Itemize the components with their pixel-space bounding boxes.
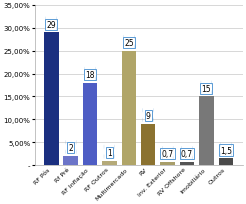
Text: 25: 25 bbox=[124, 39, 134, 48]
Text: 18: 18 bbox=[85, 71, 95, 80]
Bar bbox=[102, 161, 117, 165]
Bar bbox=[199, 97, 214, 165]
Text: 2: 2 bbox=[68, 144, 73, 153]
Bar bbox=[180, 162, 194, 165]
Bar bbox=[141, 124, 155, 165]
Text: 1: 1 bbox=[107, 148, 112, 157]
Text: 15: 15 bbox=[201, 84, 211, 93]
Bar bbox=[63, 156, 78, 165]
Bar bbox=[83, 83, 97, 165]
Text: 29: 29 bbox=[46, 21, 56, 30]
Bar bbox=[44, 33, 59, 165]
Bar bbox=[122, 51, 136, 165]
Text: 9: 9 bbox=[146, 112, 151, 121]
Text: 0,7: 0,7 bbox=[162, 150, 174, 159]
Text: 1,5: 1,5 bbox=[220, 146, 232, 155]
Bar bbox=[160, 162, 175, 165]
Bar bbox=[218, 159, 233, 165]
Text: 0,7: 0,7 bbox=[181, 150, 193, 159]
